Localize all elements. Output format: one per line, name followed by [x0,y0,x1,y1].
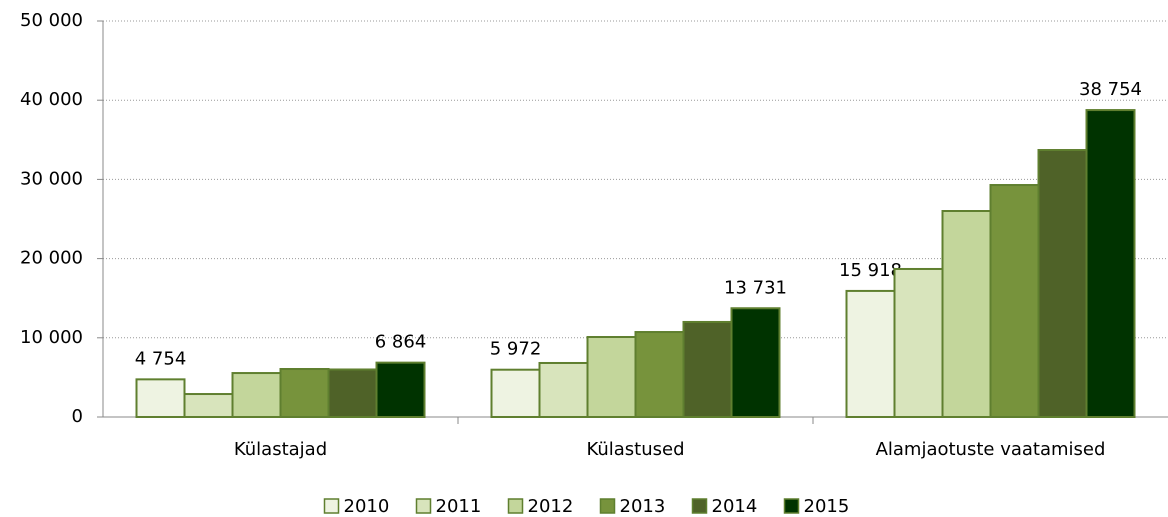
x-tick-label: Alamjaotuste vaatamised [876,439,1106,460]
legend-label: 2011 [436,496,482,517]
legend-swatch [783,498,800,514]
bar [845,289,896,418]
legend-label: 2012 [528,496,574,517]
y-tick-label: 20 000 [20,248,83,269]
bar [183,393,234,419]
data-label: 4 754 [135,348,187,369]
bar [279,368,330,418]
bar [730,307,781,419]
y-tick-label: 10 000 [20,327,83,348]
bar [490,368,541,418]
y-tick-label: 0 [72,406,83,427]
bar [893,267,944,418]
legend-swatch [507,498,524,514]
data-label: 13 731 [724,277,787,298]
legend-label: 2015 [804,496,850,517]
legend-swatch [691,498,708,514]
legend-label: 2014 [712,496,758,517]
y-tick-label: 50 000 [20,10,83,31]
legend-swatch [599,498,616,514]
bar [327,368,378,419]
bar [1037,149,1088,418]
bar [135,378,186,419]
bar [586,336,637,418]
legend-swatch [415,498,432,514]
data-label: 15 918 [839,260,902,281]
legend-swatch [323,498,340,514]
y-tick-label: 40 000 [20,89,83,110]
y-tick-label: 30 000 [20,168,83,189]
legend-label: 2010 [344,496,390,517]
data-label: 38 754 [1079,79,1142,100]
bar [941,210,992,418]
bar [231,372,282,419]
bar [1085,109,1136,418]
x-tick-label: Külastused [586,439,684,460]
data-label: 6 864 [375,332,427,353]
bar [634,331,685,418]
bar [538,361,589,418]
x-tick-label: Külastajad [234,439,327,460]
bar [989,184,1040,418]
bar [375,361,426,418]
data-label: 5 972 [490,339,542,360]
legend-label: 2013 [620,496,666,517]
bar [682,320,733,418]
